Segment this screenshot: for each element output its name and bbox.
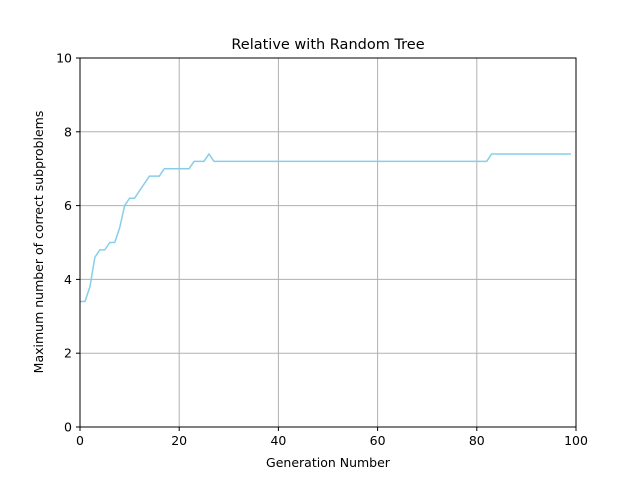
- plot-area-frame: [79, 57, 577, 428]
- axis-ticks: 0 20 40 60 80 100 0 2 4 6 8 10: [56, 51, 588, 449]
- x-tick-label: 80: [469, 433, 485, 448]
- chart-title: Relative with Random Tree: [231, 37, 424, 53]
- y-tick-label: 2: [64, 346, 72, 361]
- y-tick-label: 8: [64, 124, 72, 139]
- series-line: [80, 153, 572, 303]
- y-axis-label: Maximum number of correct subproblems: [31, 111, 46, 374]
- x-tick-label: 100: [564, 433, 588, 448]
- x-tick-label: 20: [171, 433, 187, 448]
- y-tick-label: 4: [64, 272, 72, 287]
- x-axis-label: Generation Number: [266, 455, 391, 470]
- x-tick-label: 60: [370, 433, 386, 448]
- y-tick-label: 0: [64, 420, 72, 435]
- y-tick-label: 6: [64, 198, 72, 213]
- y-tick-label: 10: [56, 51, 72, 66]
- series-layer: [80, 153, 572, 303]
- x-tick-label: 0: [76, 433, 84, 448]
- x-tick-label: 40: [270, 433, 286, 448]
